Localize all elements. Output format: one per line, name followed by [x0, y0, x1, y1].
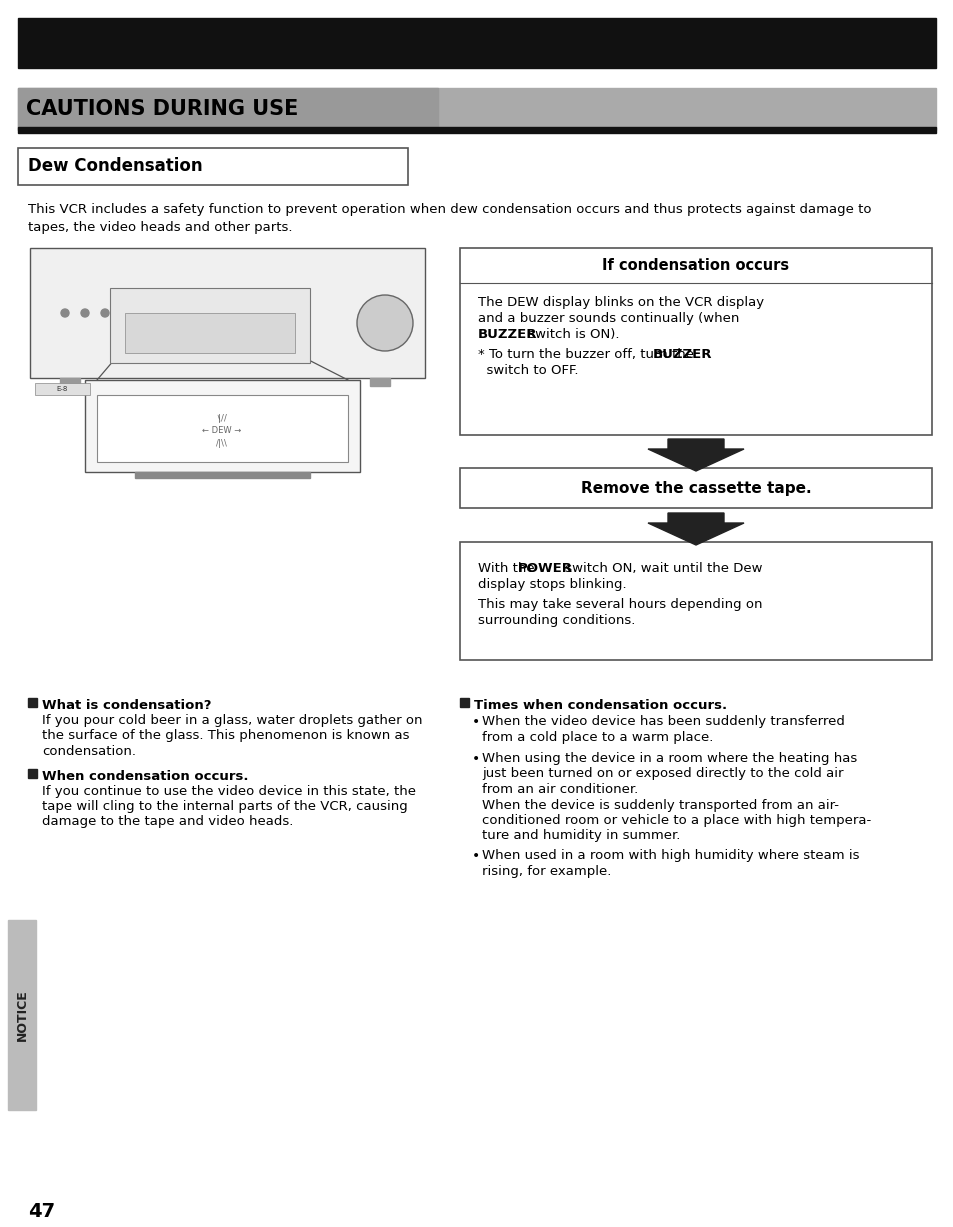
Circle shape — [81, 309, 89, 317]
Text: switch ON, wait until the Dew: switch ON, wait until the Dew — [560, 562, 761, 575]
Polygon shape — [647, 439, 743, 471]
Bar — [85, 380, 359, 472]
Text: When using the device in a room where the heating has: When using the device in a room where th… — [481, 752, 857, 764]
Text: Times when condensation occurs.: Times when condensation occurs. — [474, 699, 726, 712]
Bar — [18, 18, 935, 67]
Text: •: • — [472, 752, 479, 766]
Text: BUZZER: BUZZER — [652, 348, 712, 361]
Text: surrounding conditions.: surrounding conditions. — [477, 614, 635, 627]
Bar — [18, 88, 935, 130]
Bar — [459, 542, 931, 660]
Bar — [135, 472, 310, 479]
Text: If condensation occurs: If condensation occurs — [601, 258, 789, 272]
Text: This VCR includes a safety function to prevent operation when dew condensation o: This VCR includes a safety function to p… — [28, 202, 871, 234]
Circle shape — [356, 294, 413, 351]
Text: just been turned on or exposed directly to the cold air: just been turned on or exposed directly … — [481, 768, 842, 780]
Text: from an air conditioner.: from an air conditioner. — [481, 783, 638, 796]
Text: When the video device has been suddenly transferred: When the video device has been suddenly … — [481, 715, 844, 728]
Bar — [459, 698, 469, 707]
Bar — [35, 383, 90, 395]
Text: •: • — [472, 849, 479, 863]
Text: Remove the cassette tape.: Remove the cassette tape. — [580, 481, 810, 496]
Text: BUZZER: BUZZER — [477, 328, 537, 341]
Bar — [97, 395, 348, 463]
Bar — [370, 378, 390, 387]
Bar — [18, 148, 408, 185]
Circle shape — [61, 309, 69, 317]
Text: NOTICE: NOTICE — [15, 989, 29, 1040]
Text: When used in a room with high humidity where steam is: When used in a room with high humidity w… — [481, 849, 859, 863]
Text: TIME LAPSE VCR: TIME LAPSE VCR — [178, 321, 241, 330]
Bar — [125, 313, 294, 353]
Text: and a buzzer sounds continually (when: and a buzzer sounds continually (when — [477, 312, 739, 325]
Text: E-8: E-8 — [56, 387, 68, 391]
Text: Dew Condensation: Dew Condensation — [28, 157, 202, 175]
Text: damage to the tape and video heads.: damage to the tape and video heads. — [42, 816, 294, 828]
Text: switch to OFF.: switch to OFF. — [477, 364, 578, 377]
Text: If you continue to use the video device in this state, the: If you continue to use the video device … — [42, 784, 416, 798]
Text: tape will cling to the internal parts of the VCR, causing: tape will cling to the internal parts of… — [42, 800, 407, 814]
Bar — [30, 248, 424, 378]
Text: •: • — [472, 715, 479, 729]
Text: With the: With the — [477, 562, 538, 575]
Text: conditioned room or vehicle to a place with high tempera-: conditioned room or vehicle to a place w… — [481, 814, 870, 827]
Bar — [18, 88, 437, 130]
Bar — [110, 288, 310, 363]
Text: CAUTIONS DURING USE: CAUTIONS DURING USE — [26, 99, 298, 119]
Circle shape — [101, 309, 109, 317]
Bar — [18, 128, 935, 133]
Text: What is condensation?: What is condensation? — [42, 699, 212, 712]
Bar — [8, 920, 36, 1110]
Text: ture and humidity in summer.: ture and humidity in summer. — [481, 829, 679, 843]
Text: the surface of the glass. This phenomenon is known as: the surface of the glass. This phenomeno… — [42, 730, 409, 742]
Bar — [28, 698, 37, 707]
Polygon shape — [647, 513, 743, 545]
Bar — [28, 768, 37, 778]
Text: 47: 47 — [28, 1202, 55, 1221]
Text: switch is ON).: switch is ON). — [523, 328, 618, 341]
Text: rising, for example.: rising, for example. — [481, 865, 611, 877]
Text: from a cold place to a warm place.: from a cold place to a warm place. — [481, 730, 713, 744]
Text: When condensation occurs.: When condensation occurs. — [42, 769, 248, 783]
Bar — [459, 248, 931, 436]
Text: condensation.: condensation. — [42, 745, 136, 758]
Text: * To turn the buzzer off, turn the: * To turn the buzzer off, turn the — [477, 348, 698, 361]
Text: display stops blinking.: display stops blinking. — [477, 578, 626, 591]
Text: POWER: POWER — [517, 562, 573, 575]
Bar — [459, 467, 931, 508]
Text: The DEW display blinks on the VCR display: The DEW display blinks on the VCR displa… — [477, 296, 763, 309]
Text: If you pour cold beer in a glass, water droplets gather on: If you pour cold beer in a glass, water … — [42, 714, 422, 728]
Text: When the device is suddenly transported from an air-: When the device is suddenly transported … — [481, 799, 838, 811]
Bar — [60, 378, 80, 387]
Text: This may take several hours depending on: This may take several hours depending on — [477, 598, 761, 611]
Text: $\setminus\!\!$|// 
← DEW →
$/$|\\: $\setminus\!\!$|// ← DEW → $/$|\\ — [202, 412, 241, 450]
